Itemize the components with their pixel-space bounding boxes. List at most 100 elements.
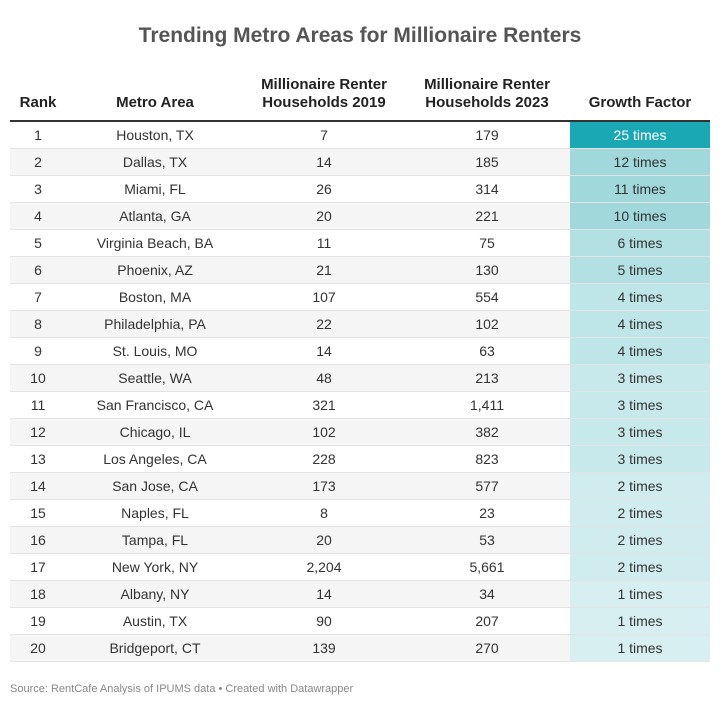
table-cell: Chicago, IL: [66, 418, 244, 446]
table-cell: 11: [244, 229, 404, 257]
table-cell: 102: [244, 418, 404, 446]
table-cell: 3 times: [570, 364, 710, 392]
table-row: 9 St. Louis, MO 14 63 4 times: [10, 337, 710, 365]
table-cell: 12: [10, 418, 66, 446]
table-cell: 1 times: [570, 607, 710, 635]
table-cell: Philadelphia, PA: [66, 310, 244, 338]
table-cell: 19: [10, 607, 66, 635]
table-cell: 5 times: [570, 256, 710, 284]
table-row: 17 New York, NY 2,204 5,661 2 times: [10, 553, 710, 581]
column-header: Growth Factor: [570, 76, 710, 122]
table-cell: 11: [10, 391, 66, 419]
table-row: 14 San Jose, CA 173 577 2 times: [10, 472, 710, 500]
table-cell: 8: [244, 499, 404, 527]
table-cell: 3 times: [570, 391, 710, 419]
table-cell: 2: [10, 148, 66, 176]
table-cell: 7: [244, 121, 404, 149]
table-cell: 102: [404, 310, 570, 338]
table-cell: 3 times: [570, 445, 710, 473]
table-cell: 3 times: [570, 418, 710, 446]
table-cell: San Jose, CA: [66, 472, 244, 500]
table-cell: 7: [10, 283, 66, 311]
column-header: Metro Area: [66, 76, 244, 122]
table-cell: 9: [10, 337, 66, 365]
table-cell: Naples, FL: [66, 499, 244, 527]
table-cell: 16: [10, 526, 66, 554]
table-cell: 213: [404, 364, 570, 392]
table-cell: 6: [10, 256, 66, 284]
table-cell: 6 times: [570, 229, 710, 257]
table-cell: 17: [10, 553, 66, 581]
table-cell: 4 times: [570, 283, 710, 311]
table-cell: 1: [10, 121, 66, 149]
table-cell: 14: [244, 337, 404, 365]
table-cell: 21: [244, 256, 404, 284]
table-cell: 8: [10, 310, 66, 338]
table-cell: 23: [404, 499, 570, 527]
table-cell: 53: [404, 526, 570, 554]
table-cell: Virginia Beach, BA: [66, 229, 244, 257]
table-cell: Bridgeport, CT: [66, 634, 244, 662]
table-cell: 321: [244, 391, 404, 419]
table-cell: 20: [244, 202, 404, 230]
table-cell: Albany, NY: [66, 580, 244, 608]
table-cell: 14: [10, 472, 66, 500]
table-row: 11 San Francisco, CA 321 1,411 3 times: [10, 391, 710, 419]
table-cell: Tampa, FL: [66, 526, 244, 554]
table-cell: 130: [404, 256, 570, 284]
table-row: 4 Atlanta, GA 20 221 10 times: [10, 202, 710, 230]
table-cell: 221: [404, 202, 570, 230]
table-cell: 107: [244, 283, 404, 311]
table-cell: 4 times: [570, 337, 710, 365]
table-body: 1 Houston, TX 7 179 25 times 2 Dallas, TX 14 185…: [10, 121, 710, 662]
table-cell: 207: [404, 607, 570, 635]
data-table: Rank Metro Area Millionaire Renter Househo…: [10, 76, 710, 662]
table-cell: Phoenix, AZ: [66, 256, 244, 284]
table-cell: 577: [404, 472, 570, 500]
source: Source: RentCafe Analysis of IPUMS data …: [10, 683, 354, 695]
table-cell: Houston, TX: [66, 121, 244, 149]
header-row: Rank Metro Area Millionaire Renter Househo…: [10, 76, 710, 122]
table-cell: 4: [10, 202, 66, 230]
table-row: 3 Miami, FL 26 314 11 times: [10, 175, 710, 203]
table-row: 18 Albany, NY 14 34 1 times: [10, 580, 710, 608]
table-cell: 22: [244, 310, 404, 338]
table-cell: 5: [10, 229, 66, 257]
table-cell: 13: [10, 445, 66, 473]
table-cell: 2,204: [244, 553, 404, 581]
table-cell: 34: [404, 580, 570, 608]
table-row: 2 Dallas, TX 14 185 12 times: [10, 148, 710, 176]
table-row: 20 Bridgeport, CT 139 270 1 times: [10, 634, 710, 662]
table-cell: 2 times: [570, 526, 710, 554]
table-cell: 4 times: [570, 310, 710, 338]
table-cell: 3: [10, 175, 66, 203]
table-cell: San Francisco, CA: [66, 391, 244, 419]
table-cell: 1,411: [404, 391, 570, 419]
table-cell: 10: [10, 364, 66, 392]
table-cell: 75: [404, 229, 570, 257]
table-cell: 14: [244, 580, 404, 608]
table-cell: 228: [244, 445, 404, 473]
table-cell: 11 times: [570, 175, 710, 203]
table-cell: 10 times: [570, 202, 710, 230]
table-cell: Atlanta, GA: [66, 202, 244, 230]
table-cell: 173: [244, 472, 404, 500]
table-cell: 90: [244, 607, 404, 635]
table-cell: 139: [244, 634, 404, 662]
table-row: 1 Houston, TX 7 179 25 times: [10, 121, 710, 149]
table-cell: 179: [404, 121, 570, 149]
table-cell: 15: [10, 499, 66, 527]
table-cell: 270: [404, 634, 570, 662]
column-header: Rank: [10, 76, 66, 122]
table-row: 8 Philadelphia, PA 22 102 4 times: [10, 310, 710, 338]
table-row: 19 Austin, TX 90 207 1 times: [10, 607, 710, 635]
table-cell: 48: [244, 364, 404, 392]
table-cell: 1 times: [570, 634, 710, 662]
table-cell: Los Angeles, CA: [66, 445, 244, 473]
table-cell: 18: [10, 580, 66, 608]
table-cell: 185: [404, 148, 570, 176]
column-header: Millionaire Renter Households 2019: [244, 76, 404, 122]
table-cell: New York, NY: [66, 553, 244, 581]
table-row: 10 Seattle, WA 48 213 3 times: [10, 364, 710, 392]
